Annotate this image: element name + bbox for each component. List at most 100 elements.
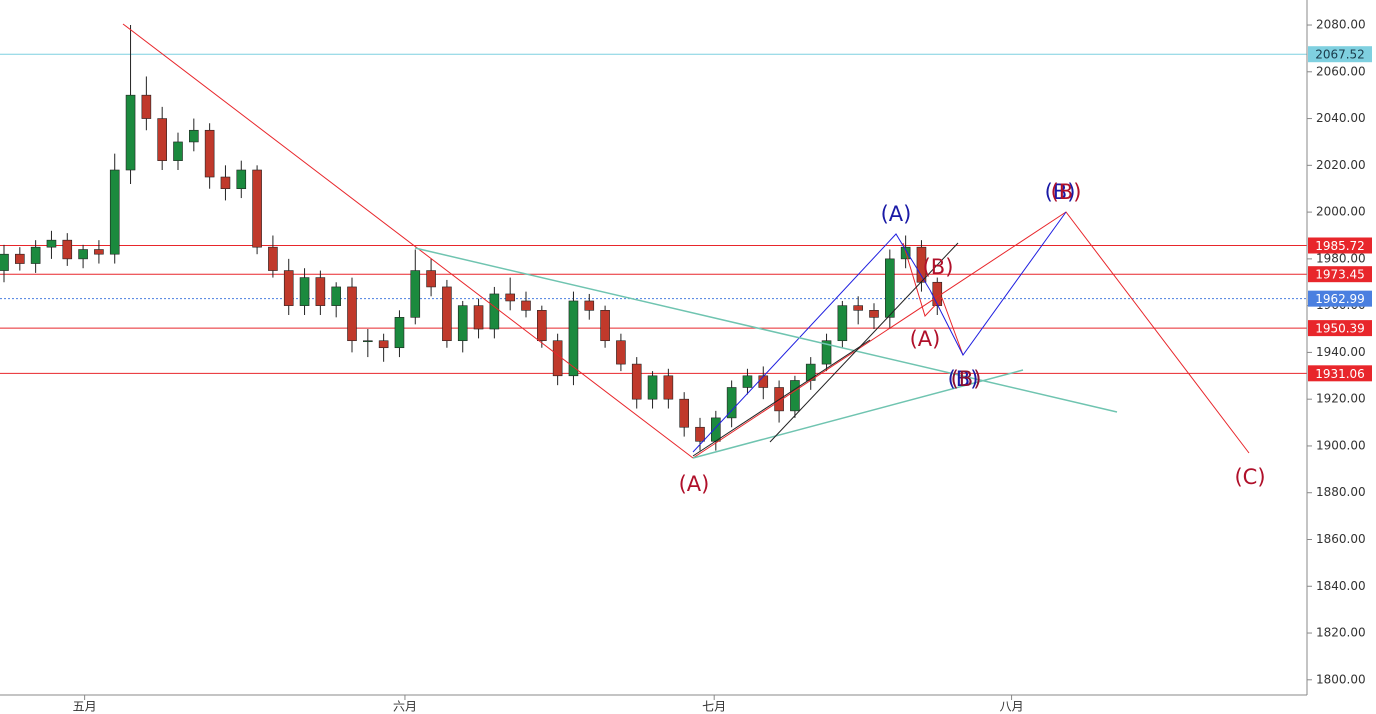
axes: 2080.00 2060.00 2040.00 2020.00 2000.00 1980.… [73, 18, 1372, 714]
candle-body [141, 94, 152, 119]
candles [0, 25, 943, 451]
candle-body [885, 258, 895, 318]
candle-body [78, 249, 88, 260]
candle-body [457, 305, 468, 342]
candle-body [932, 281, 943, 306]
y-tick-label: 1800.00 [1316, 672, 1366, 686]
candle-body [679, 398, 689, 428]
candle-body [631, 363, 642, 400]
candle-body [204, 129, 215, 178]
trend-line [414, 247, 1118, 413]
candle-body [363, 340, 373, 343]
price-label-box [1308, 266, 1372, 283]
channel-line [769, 242, 959, 443]
candle-body [758, 375, 769, 388]
trend-line [122, 23, 694, 459]
wave-line [929, 211, 1067, 356]
candle-body [616, 340, 626, 365]
candle-body [30, 246, 41, 264]
x-tick-label: 七月 [702, 700, 726, 714]
candle-body [268, 246, 278, 271]
annotation: (A) [679, 472, 710, 496]
candle-body [125, 94, 136, 171]
price-lines [0, 53, 1307, 374]
candle-body [46, 239, 57, 248]
y-tick-label: 1900.00 [1316, 438, 1366, 452]
candle-body [521, 300, 531, 311]
candle-body [109, 169, 120, 255]
annotation: (A) [881, 202, 912, 226]
candle-body [726, 387, 737, 419]
annotation: (B) [951, 367, 982, 391]
candle-body [853, 305, 863, 311]
candle-body [473, 305, 484, 330]
candle-body [173, 141, 183, 161]
annotation: (B) [1051, 180, 1082, 204]
candle-body [394, 317, 405, 349]
y-tick-label: 2020.00 [1316, 158, 1366, 172]
candle-body [869, 310, 879, 318]
channel-line [692, 339, 871, 457]
y-tick-label: 2080.00 [1316, 18, 1366, 32]
annotation: (C) [1234, 465, 1265, 489]
candle-body [157, 118, 167, 161]
candle-body [15, 253, 25, 264]
candle-body [0, 253, 9, 271]
candle-body [189, 129, 199, 143]
trend-line [692, 369, 1024, 459]
drawings [122, 23, 1250, 459]
candle-body [236, 169, 247, 190]
y-tick-label: 1820.00 [1316, 626, 1366, 640]
candle-body [552, 340, 563, 377]
candle-body [837, 305, 848, 342]
candle-body [315, 277, 326, 306]
candle-body [742, 375, 753, 388]
candle-body [62, 239, 73, 260]
annotations: (A)(B)(B)(B)(A)(B)(B)(A) (C) [679, 180, 1266, 496]
candle-body [821, 340, 832, 365]
y-tick-label: 1940.00 [1316, 345, 1366, 359]
candle-body [94, 249, 104, 255]
candle-body [220, 176, 231, 190]
candle-body [283, 270, 294, 306]
candle-body [331, 286, 341, 306]
price-label: 1973.45 [1315, 268, 1365, 282]
wave-line [692, 233, 931, 453]
candle-body [584, 300, 595, 311]
candle-body [600, 310, 610, 342]
candle-body [790, 380, 800, 412]
x-tick-label: 五月 [73, 700, 97, 714]
price-label-box [1308, 365, 1372, 382]
candle-body [695, 426, 705, 442]
candle-body [537, 310, 547, 342]
candle-body [647, 375, 658, 400]
candle-body [378, 340, 389, 349]
candle-body [442, 286, 452, 342]
y-tick-label: 1840.00 [1316, 579, 1366, 593]
price-label-box [1308, 46, 1372, 63]
y-tick-label: 2060.00 [1316, 64, 1366, 78]
candle-body [505, 293, 515, 302]
annotation: (B) [1045, 180, 1076, 204]
annotation: (B) [948, 367, 979, 391]
price-label: 1985.72 [1315, 239, 1365, 253]
candle-body [410, 270, 421, 318]
y-tick-label: 1880.00 [1316, 485, 1366, 499]
y-tick-label: 1980.00 [1316, 251, 1366, 265]
candle-body [663, 375, 674, 400]
price-label: 2067.52 [1315, 48, 1365, 62]
annotation: (B) [923, 255, 954, 279]
price-label: 1950.39 [1315, 322, 1365, 336]
y-tick-label: 1920.00 [1316, 392, 1366, 406]
candle-body [489, 293, 500, 330]
price-label: 1962.99 [1315, 292, 1365, 306]
candle-body [299, 277, 310, 306]
y-tick-label: 2000.00 [1316, 205, 1366, 219]
x-tick-label: 六月 [393, 700, 417, 714]
candle-body [347, 286, 357, 342]
y-tick-label: 1860.00 [1316, 532, 1366, 546]
price-label-box [1308, 320, 1372, 337]
price-label-box [1308, 290, 1372, 307]
